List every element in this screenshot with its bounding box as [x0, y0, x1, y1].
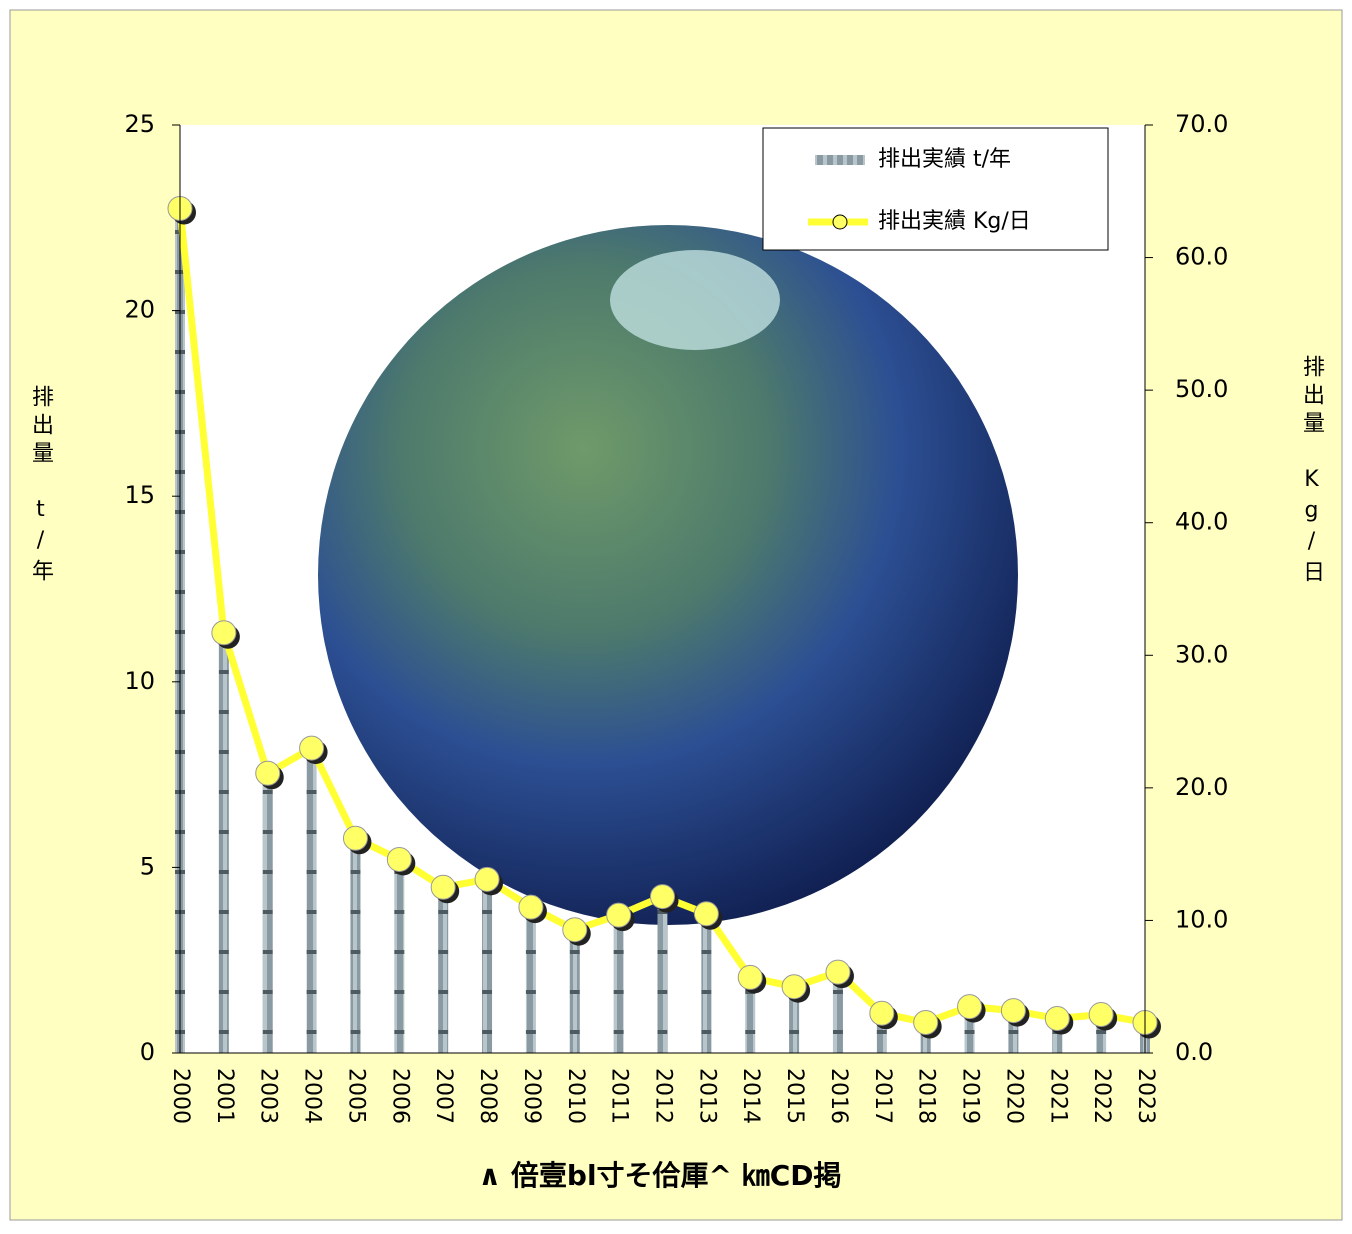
bar [920, 1023, 931, 1053]
point [430, 874, 456, 900]
point [386, 846, 412, 872]
x-tick-label: 2011 [607, 1068, 632, 1124]
x-tick-label: 2022 [1089, 1068, 1114, 1124]
x-tick-label: 2014 [738, 1068, 763, 1124]
x-tick-label: 2006 [387, 1068, 412, 1124]
point [518, 894, 544, 920]
bar [525, 904, 536, 1053]
bar [745, 975, 756, 1053]
bar [613, 911, 624, 1053]
y2-tick-label: 20.0 [1175, 773, 1228, 801]
bar [306, 748, 317, 1053]
y2-tick-label: 30.0 [1175, 640, 1228, 668]
point [650, 884, 675, 910]
y-tick-label: 0 [140, 1038, 155, 1066]
y-tick-label: 20 [124, 296, 155, 324]
bar [350, 837, 361, 1053]
y-tick-label: 25 [124, 110, 155, 138]
globe-image [318, 225, 1018, 925]
y2-tick-label: 70.0 [1175, 110, 1228, 138]
bar [1096, 1015, 1107, 1053]
y-axis-title: 排出量 t/年 [28, 385, 54, 587]
point [342, 825, 368, 851]
bar [701, 911, 712, 1053]
x-tick-label: 2021 [1045, 1068, 1070, 1124]
point [606, 902, 632, 928]
point [869, 1000, 895, 1026]
bar [964, 1004, 975, 1053]
x-tick-label: 2009 [519, 1068, 544, 1124]
x-tick-label: 2023 [1133, 1068, 1158, 1124]
x-tick-label: 2001 [212, 1068, 237, 1124]
legend-label: 排出実績 t/年 [878, 147, 1011, 172]
bar [218, 629, 229, 1053]
x-tick-label: 2005 [343, 1068, 368, 1124]
bar [832, 971, 843, 1053]
x-tick-label: 2018 [914, 1068, 939, 1124]
x-tick-label: 2016 [826, 1068, 851, 1124]
y-tick-label: 5 [140, 852, 155, 880]
globe-ice [610, 250, 780, 350]
bar [1052, 1019, 1063, 1053]
x-tick-label: 2010 [563, 1068, 588, 1124]
bar [789, 986, 800, 1053]
point [913, 1010, 939, 1036]
x-tick-label: 2019 [958, 1068, 983, 1124]
x-tick-label: 2004 [300, 1068, 325, 1124]
point [562, 917, 588, 943]
x-tick-label: 2015 [782, 1068, 807, 1124]
legend-swatch [815, 155, 865, 165]
y2-tick-label: 50.0 [1175, 375, 1228, 403]
x-tick-label: 2008 [475, 1068, 500, 1124]
y-tick-label: 10 [124, 667, 155, 695]
x-tick-label: 2007 [431, 1068, 456, 1124]
point [474, 866, 500, 892]
x-tick-label: 2017 [870, 1068, 895, 1124]
legend [762, 127, 1109, 251]
point [1000, 998, 1026, 1024]
point [957, 994, 983, 1020]
point [1044, 1006, 1070, 1032]
bar [569, 926, 580, 1053]
y2-tick-label: 60.0 [1175, 243, 1228, 271]
point [693, 901, 719, 927]
point [825, 959, 851, 985]
point [255, 760, 281, 786]
bar [262, 774, 273, 1053]
point [737, 964, 763, 990]
x-tick-label: 2012 [651, 1068, 676, 1124]
bar [438, 882, 449, 1053]
bar [1008, 1008, 1019, 1053]
bar [657, 893, 668, 1053]
x-tick-label: 2013 [694, 1068, 719, 1124]
y2-axis-title: 排出量 Kg/日 [1299, 355, 1325, 588]
y2-tick-label: 0.0 [1175, 1038, 1213, 1066]
legend-marker [832, 214, 848, 230]
x-tick-label: 2000 [168, 1068, 193, 1124]
x-tick-label: 2003 [256, 1068, 281, 1124]
x-tick-label: 2020 [1001, 1068, 1026, 1124]
y-tick-label: 15 [124, 481, 155, 509]
point [781, 974, 807, 1000]
y2-tick-label: 40.0 [1175, 508, 1228, 536]
y2-tick-label: 10.0 [1175, 905, 1228, 933]
bar [482, 874, 493, 1053]
x-axis-title: ∧ 倍壹bl寸そ佮厙^ ㎞ⅭⅮ掲 [478, 1159, 841, 1192]
point [1088, 1002, 1114, 1028]
legend-label: 排出実績 Kg/日 [878, 209, 1031, 234]
point [211, 620, 237, 646]
bar [394, 856, 405, 1053]
point [299, 735, 325, 761]
bar [876, 1012, 887, 1053]
